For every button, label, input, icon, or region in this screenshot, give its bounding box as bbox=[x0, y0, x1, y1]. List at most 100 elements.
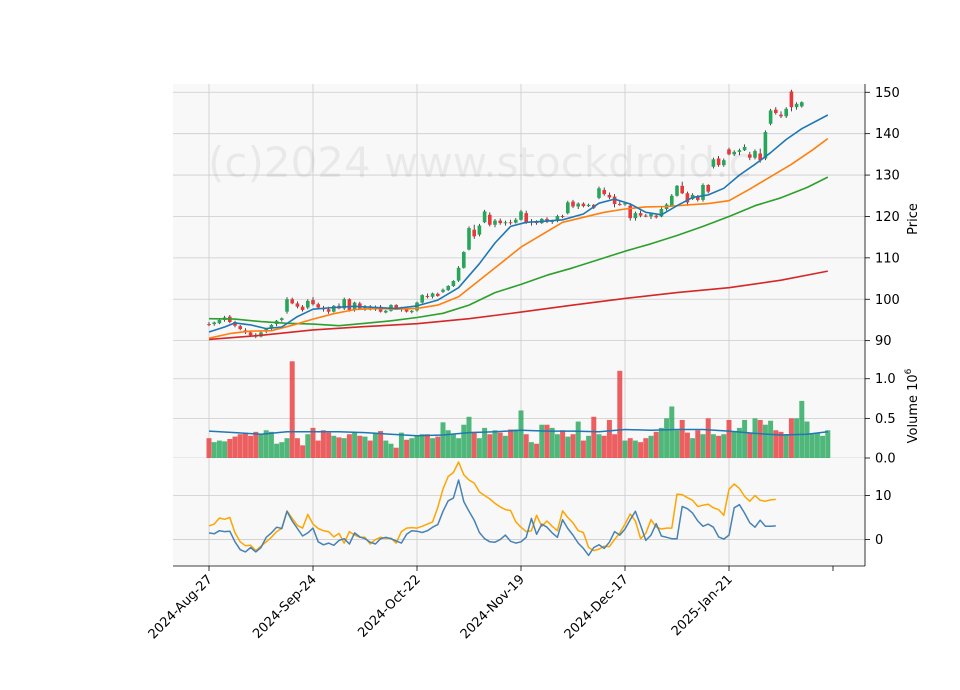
volume-bar-24 bbox=[331, 435, 337, 458]
candle-body-109 bbox=[774, 109, 778, 113]
volume-bar-46 bbox=[445, 430, 451, 458]
volume-bar-10 bbox=[258, 434, 264, 458]
volume-bar-87 bbox=[658, 427, 664, 458]
candle-body-61 bbox=[524, 213, 528, 223]
candle-body-91 bbox=[680, 185, 684, 194]
candle-body-46 bbox=[446, 286, 450, 291]
oscillator-slow-line bbox=[208, 461, 776, 552]
volume-bar-59 bbox=[513, 429, 519, 458]
volume-bar-105 bbox=[752, 418, 758, 458]
volume-bar-81 bbox=[627, 438, 633, 458]
candle-body-19 bbox=[306, 300, 310, 308]
ma-mid-line bbox=[208, 137, 829, 339]
candle-body-97 bbox=[711, 159, 716, 167]
volume-axis-label-text: Volume 10 bbox=[906, 374, 921, 443]
volume-bar-91 bbox=[679, 419, 685, 458]
price-ytick-label-5: 140 bbox=[875, 127, 900, 142]
volume-bar-49 bbox=[461, 424, 467, 458]
volume-bar-67 bbox=[554, 434, 560, 458]
volume-bar-92 bbox=[684, 432, 690, 458]
candle-body-43 bbox=[430, 293, 435, 297]
volume-bar-99 bbox=[721, 434, 727, 458]
volume-bar-0 bbox=[206, 438, 212, 458]
candle-body-42 bbox=[425, 295, 430, 297]
candle-body-21 bbox=[316, 304, 320, 308]
volume-bar-17 bbox=[294, 438, 300, 458]
volume-bar-85 bbox=[648, 435, 654, 458]
price-ytick-label-3: 120 bbox=[875, 210, 900, 225]
candle-body-24 bbox=[332, 305, 336, 312]
volume-bar-36 bbox=[393, 447, 399, 458]
volume-bar-77 bbox=[606, 419, 612, 458]
volume-bar-52 bbox=[476, 438, 482, 458]
volume-bar-6 bbox=[237, 434, 243, 458]
candle-body-18 bbox=[300, 306, 305, 311]
candle-body-51 bbox=[472, 229, 476, 237]
volume-bar-111 bbox=[783, 434, 789, 458]
ma-long-line bbox=[208, 176, 829, 327]
volume-bar-75 bbox=[596, 434, 602, 458]
volume-bar-95 bbox=[700, 434, 706, 458]
volume-bar-94 bbox=[695, 430, 701, 458]
candle-body-17 bbox=[295, 303, 300, 307]
volume-bar-30 bbox=[362, 436, 368, 458]
x-tick-label-2: 2024-Oct-22 bbox=[355, 572, 423, 640]
candle-body-111 bbox=[784, 108, 788, 117]
candle-body-6 bbox=[238, 326, 242, 330]
volume-bar-44 bbox=[435, 436, 441, 458]
volume-bar-18 bbox=[300, 445, 306, 458]
candle-body-90 bbox=[675, 185, 679, 196]
volume-bar-51 bbox=[471, 431, 477, 458]
volume-bar-88 bbox=[664, 418, 670, 458]
volume-bar-89 bbox=[669, 406, 675, 458]
candle-body-99 bbox=[722, 160, 726, 166]
candle-body-103 bbox=[742, 146, 747, 151]
candle-body-23 bbox=[326, 309, 331, 312]
candle-body-56 bbox=[498, 220, 502, 224]
candle-body-49 bbox=[462, 252, 466, 268]
volume-bar-63 bbox=[534, 443, 540, 458]
candle-body-58 bbox=[508, 222, 513, 224]
candle-body-106 bbox=[758, 153, 762, 161]
price-background bbox=[173, 84, 865, 351]
candle-body-87 bbox=[659, 209, 664, 217]
candle-body-45 bbox=[441, 289, 445, 292]
volume-bar-62 bbox=[528, 442, 534, 458]
watermark-text: (c)2024 www.stockdroid.c bbox=[208, 138, 752, 187]
volume-bar-21 bbox=[315, 440, 321, 458]
volume-bar-19 bbox=[305, 434, 311, 458]
candle-body-96 bbox=[706, 185, 710, 192]
price-ytick-label-2: 110 bbox=[875, 251, 900, 266]
candle-body-94 bbox=[696, 196, 700, 200]
volume-bar-73 bbox=[586, 435, 592, 458]
volume-bar-38 bbox=[404, 439, 410, 458]
candle-body-81 bbox=[628, 205, 632, 219]
volume-bar-74 bbox=[591, 416, 597, 458]
volume-bar-35 bbox=[388, 443, 394, 458]
volume-axis-label: Volume 106 bbox=[904, 368, 921, 443]
volume-ytick-label-0: 0.0 bbox=[875, 452, 896, 467]
volume-bar-45 bbox=[440, 422, 446, 458]
volume-bar-50 bbox=[466, 416, 472, 458]
volume-bar-25 bbox=[336, 437, 342, 458]
candle-body-38 bbox=[404, 307, 409, 312]
volume-bar-55 bbox=[492, 430, 498, 458]
volume-bar-102 bbox=[736, 427, 742, 458]
volume-bar-13 bbox=[274, 443, 280, 458]
volume-bar-20 bbox=[310, 427, 316, 458]
volume-bar-11 bbox=[263, 430, 269, 458]
volume-bar-29 bbox=[357, 435, 363, 458]
candle-body-82 bbox=[633, 213, 638, 219]
volume-bar-39 bbox=[409, 438, 415, 458]
candle-body-69 bbox=[566, 202, 570, 214]
volume-bar-71 bbox=[575, 421, 581, 458]
candle-body-102 bbox=[737, 150, 742, 152]
oscillator-fast-line bbox=[208, 479, 776, 557]
volume-bar-109 bbox=[773, 430, 779, 458]
volume-bar-104 bbox=[747, 432, 753, 458]
candle-body-68 bbox=[560, 216, 565, 218]
volume-bar-64 bbox=[539, 424, 545, 458]
volume-bar-26 bbox=[341, 438, 347, 458]
candle-body-100 bbox=[727, 149, 731, 155]
